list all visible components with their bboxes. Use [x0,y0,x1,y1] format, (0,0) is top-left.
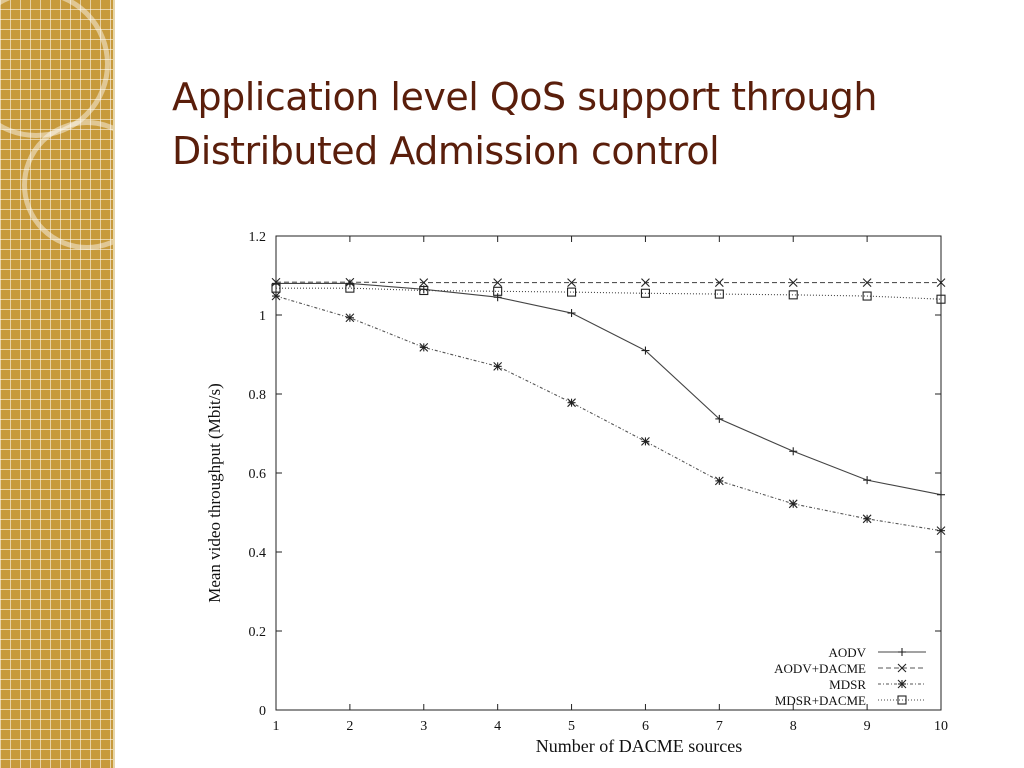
decorative-ring-icon [22,120,113,250]
data-point-aodv [567,309,576,318]
data-point-mdsr [936,526,946,536]
data-point-aodv-dacme [493,278,503,287]
legend-label-mdsr: MDSR [829,677,866,692]
series-line-aodv [276,282,942,496]
data-point-mdsr [788,499,798,509]
data-point-aodv-dacme [345,277,355,287]
x-axis-label: Number of DACME sources [536,736,742,756]
series-line-mdsr [275,295,942,532]
data-point-mdsr [567,398,576,408]
x-tick-label: 5 [568,719,575,734]
x-tick-label: 4 [494,719,501,734]
data-point-aodv [937,490,945,499]
data-point-mdsr-dacme [788,290,798,300]
data-point-mdsr [641,437,650,446]
y-tick-label: 0.8 [249,388,267,403]
data-point-mdsr [493,361,503,371]
data-point-mdsr-dacme [714,289,724,299]
data-point-mdsr-dacme [345,283,355,293]
legend-label-aodv-dacme: AODV+DACME [774,661,866,676]
data-point-aodv-dacme [567,278,576,287]
data-point-aodv-dacme [419,278,429,287]
data-point-mdsr [862,514,872,524]
data-point-mdsr [345,313,355,323]
data-point-mdsr-dacme [419,285,429,296]
x-tick-label: 8 [790,719,797,734]
x-tick-label: 7 [716,719,723,734]
data-point-mdsr-dacme [271,283,281,293]
x-tick-label: 6 [642,719,649,734]
sidebar-edge [113,0,115,768]
x-tick-label: 1 [273,719,280,734]
data-point-aodv-dacme [788,278,798,287]
data-point-aodv-dacme [936,278,946,287]
y-tick-label: 0 [259,704,266,719]
data-point-mdsr-dacme [936,294,946,304]
x-tick-label: 9 [864,719,871,734]
data-point-mdsr [714,476,724,486]
decorative-sidebar [0,0,113,768]
series-line-mdsr-dacme [276,287,942,300]
data-point-aodv-dacme [862,278,872,287]
throughput-line-chart: 0 0.2 0.4 0.6 0.8 1 1.2 1 2 3 4 5 6 7 8 9 10 AODVAODV+DA… [205,230,948,756]
legend-marker-mdsr-dacme [897,695,907,705]
legend-label-aodv: AODV [828,645,866,660]
data-point-aodv [345,279,354,288]
data-point-mdsr-dacme [862,291,872,301]
slide-title-line-1: Application level QoS support through [172,75,877,119]
data-point-aodv [641,346,650,355]
data-point-aodv [493,293,502,302]
y-tick-label: 0.2 [249,625,267,640]
slide-title-line-2: Distributed Admission control [172,129,720,173]
y-tick-label: 1.2 [249,230,267,245]
data-point-mdsr-dacme [493,286,503,296]
data-point-aodv-dacme [641,278,650,287]
y-tick-label: 1 [259,309,266,324]
data-point-aodv [863,476,872,485]
data-point-mdsr-dacme [567,287,577,297]
legend-marker-mdsr [897,679,907,689]
slide-title: Application level QoS support through Di… [172,70,1002,178]
data-point-mdsr-dacme [640,288,650,298]
data-point-aodv-dacme [271,277,281,287]
legend-marker-aodv-dacme [897,663,907,673]
data-point-aodv-dacme [714,278,724,287]
x-tick-label: 10 [934,719,948,734]
y-tick-label: 0.4 [249,546,267,561]
y-axis-label: Mean video throughput (Mbit/s) [205,383,224,603]
legend-marker-aodv [898,648,906,656]
data-point-aodv [272,279,280,288]
data-point-mdsr [271,291,281,301]
data-point-aodv [715,414,724,423]
data-point-mdsr [419,343,429,352]
y-tick-label: 0.6 [249,467,267,482]
legend-label-mdsr-dacme: MDSR+DACME [775,693,866,708]
data-point-aodv [789,447,798,456]
x-tick-label: 3 [420,719,427,734]
x-tick-label: 2 [346,719,353,734]
plot-area-frame [275,235,942,711]
decorative-ring-icon [0,0,110,138]
